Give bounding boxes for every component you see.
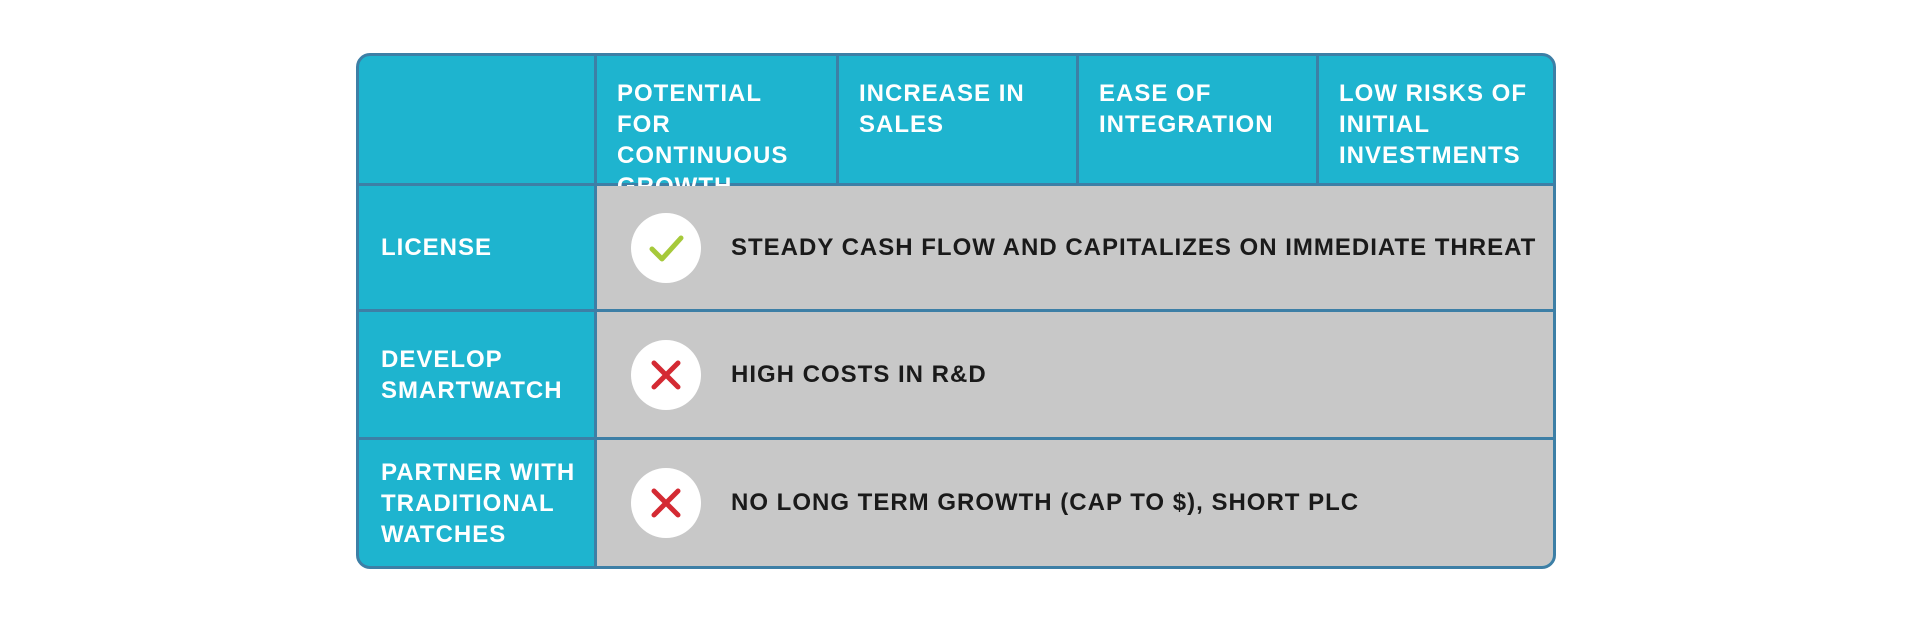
header-potential-growth: POTENTIAL FOR CONTINUOUS GROWTH (597, 56, 839, 200)
cross-icon (631, 468, 701, 538)
header-increase-sales: INCREASE IN SALES (839, 56, 1079, 186)
row-content-partner-traditional: NO LONG TERM GROWTH (CAP TO $), SHORT PL… (597, 440, 1553, 566)
row-label-text: LICENSE (381, 234, 493, 261)
row-content-develop-smartwatch: HIGH COSTS IN R&D (597, 312, 1553, 440)
row-description: STEADY CASH FLOW AND CAPITALIZES ON IMME… (731, 233, 1537, 261)
row-description: HIGH COSTS IN R&D (731, 360, 987, 388)
row-label-text: PARTNER WITH TRADITIONAL WATCHES (381, 458, 576, 548)
row-content-license: STEADY CASH FLOW AND CAPITALIZES ON IMME… (597, 186, 1553, 312)
row-description: NO LONG TERM GROWTH (CAP TO $), SHORT PL… (731, 489, 1360, 516)
row-label-partner-traditional: PARTNER WITH TRADITIONAL WATCHES (359, 440, 597, 566)
row-label-develop-smartwatch: DEVELOP SMARTWATCH (359, 312, 597, 440)
cross-icon (631, 339, 701, 410)
header-ease-integration: EASE OF INTEGRATION (1079, 56, 1319, 186)
header-low-risks: LOW RISKS OF INITIAL INVESTMENTS (1319, 56, 1553, 186)
row-label-text: DEVELOP SMARTWATCH (381, 345, 563, 404)
check-icon (631, 212, 701, 283)
row-label-license: LICENSE (359, 186, 597, 312)
comparison-table: POTENTIAL FOR CONTINUOUS GROWTH INCREASE… (356, 53, 1556, 569)
header-corner (359, 56, 597, 186)
